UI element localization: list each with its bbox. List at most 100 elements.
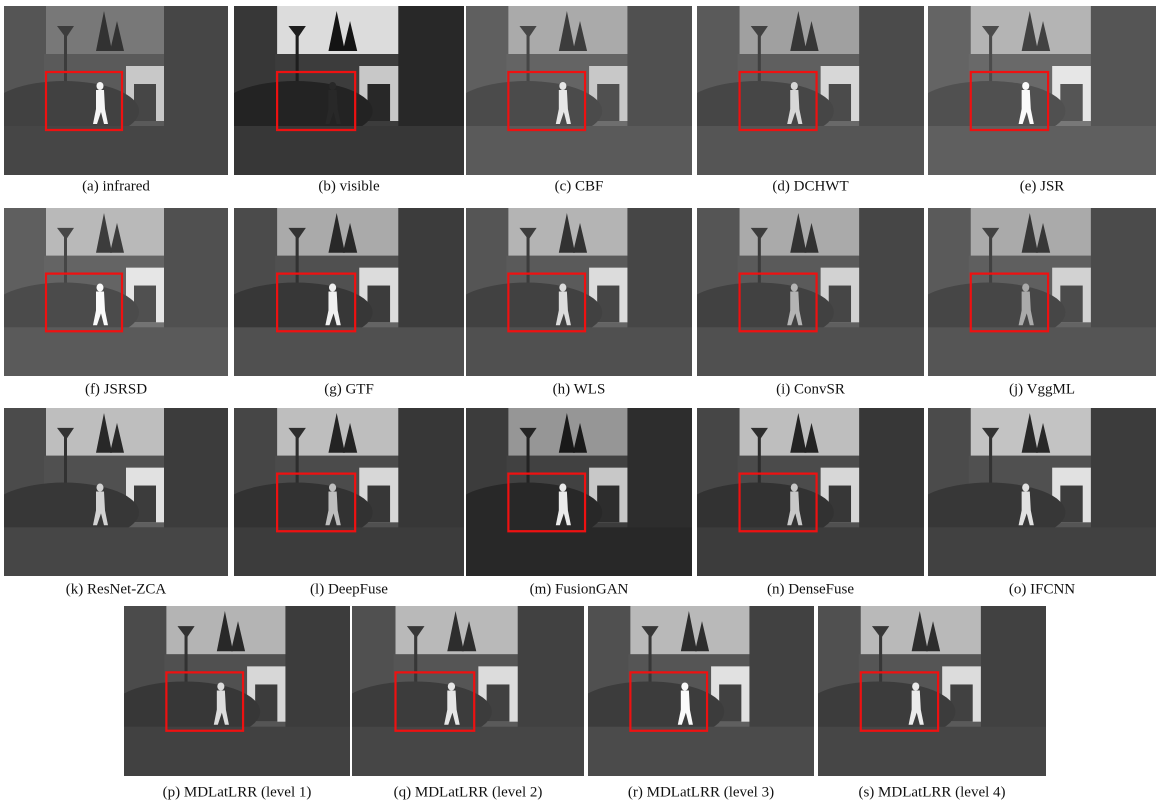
- tree: [342, 422, 358, 453]
- person-body: [787, 291, 803, 326]
- person-head: [1022, 283, 1030, 292]
- door-frame: [828, 485, 852, 523]
- lamp-post: [989, 432, 993, 508]
- door-frame: [1060, 84, 1083, 121]
- fused-image: [466, 408, 692, 576]
- lamp: [288, 427, 306, 440]
- lamp-post: [879, 631, 883, 707]
- lamp: [750, 427, 768, 440]
- lamp: [750, 26, 768, 38]
- ground: [697, 327, 924, 376]
- person-head: [447, 682, 456, 691]
- highlight-box: [46, 72, 122, 130]
- lamp-post: [757, 432, 761, 508]
- tree: [110, 422, 124, 453]
- caption: (s) MDLatLRR (level 4): [858, 784, 1006, 801]
- bushes: [466, 282, 603, 343]
- person-head: [790, 483, 798, 492]
- person-head: [912, 682, 920, 691]
- fused-image: [928, 408, 1156, 576]
- person-body: [555, 90, 571, 124]
- ground: [588, 726, 814, 776]
- lamp: [519, 227, 537, 240]
- person-body: [444, 690, 460, 725]
- tree: [572, 422, 588, 453]
- caption: (e) JSR: [1019, 178, 1065, 195]
- ground: [234, 327, 464, 376]
- highlight-box: [166, 672, 243, 730]
- fused-image: [928, 6, 1156, 175]
- fused-image: [697, 6, 924, 175]
- lamp-post: [989, 31, 993, 106]
- lamp: [871, 626, 890, 639]
- fused-image: [234, 6, 464, 175]
- caption: (l) DeepFuse: [310, 581, 388, 598]
- fused-image: [234, 208, 464, 376]
- tree: [790, 11, 807, 51]
- highlight-box: [971, 274, 1048, 332]
- ground: [466, 126, 692, 175]
- highlight-box: [396, 672, 475, 730]
- person-body: [1018, 291, 1034, 326]
- door-frame: [597, 84, 620, 121]
- door-frame: [719, 684, 742, 722]
- lamp-post: [295, 432, 299, 508]
- ground: [466, 327, 692, 376]
- ground: [928, 327, 1156, 376]
- bushes: [697, 482, 834, 543]
- person-head: [96, 483, 104, 492]
- fused-image: [4, 6, 228, 175]
- lamp: [981, 26, 1000, 38]
- tree: [342, 222, 358, 253]
- caption: (m) FusionGAN: [529, 581, 629, 598]
- fused-image: [352, 606, 584, 776]
- person-head: [681, 682, 689, 691]
- highlight-box: [861, 672, 938, 730]
- highlight-box: [740, 474, 817, 532]
- fused-image: [4, 208, 228, 376]
- bushes: [466, 81, 603, 141]
- tree: [790, 412, 807, 453]
- highlight-box: [277, 474, 355, 532]
- door-frame: [255, 684, 278, 722]
- fused-image: [818, 606, 1046, 776]
- person-head: [1022, 483, 1030, 492]
- tree: [804, 222, 819, 253]
- tree: [447, 611, 464, 652]
- lamp: [406, 626, 425, 639]
- fused-image: [697, 408, 924, 576]
- lamp: [641, 626, 659, 639]
- lamp-post: [64, 31, 67, 106]
- lamp: [519, 427, 537, 440]
- caption: (r) MDLatLRR (level 3): [627, 784, 775, 801]
- tree: [1021, 11, 1038, 51]
- ground: [697, 126, 924, 175]
- person-head: [328, 283, 337, 292]
- fused-image: [466, 208, 692, 376]
- door-frame: [486, 684, 510, 722]
- bushes: [928, 282, 1066, 343]
- highlight-box: [508, 72, 585, 130]
- ground: [928, 126, 1156, 175]
- door-frame: [828, 285, 852, 323]
- tree: [216, 611, 233, 652]
- person-head: [559, 483, 567, 492]
- ground: [352, 726, 584, 776]
- person-body: [325, 90, 341, 124]
- door-frame: [597, 285, 620, 323]
- caption: (q) MDLatLRR (level 2): [393, 784, 543, 801]
- tree: [110, 222, 124, 253]
- person-head: [790, 283, 798, 292]
- door-frame: [134, 485, 156, 523]
- tree: [328, 412, 345, 453]
- person-body: [325, 291, 341, 326]
- lamp: [57, 227, 74, 240]
- bushes: [4, 282, 139, 343]
- lamp-post: [414, 631, 418, 707]
- tree: [1035, 422, 1051, 453]
- person-body: [908, 690, 924, 725]
- tree: [96, 212, 112, 253]
- person-head: [96, 82, 104, 90]
- bushes: [352, 681, 492, 742]
